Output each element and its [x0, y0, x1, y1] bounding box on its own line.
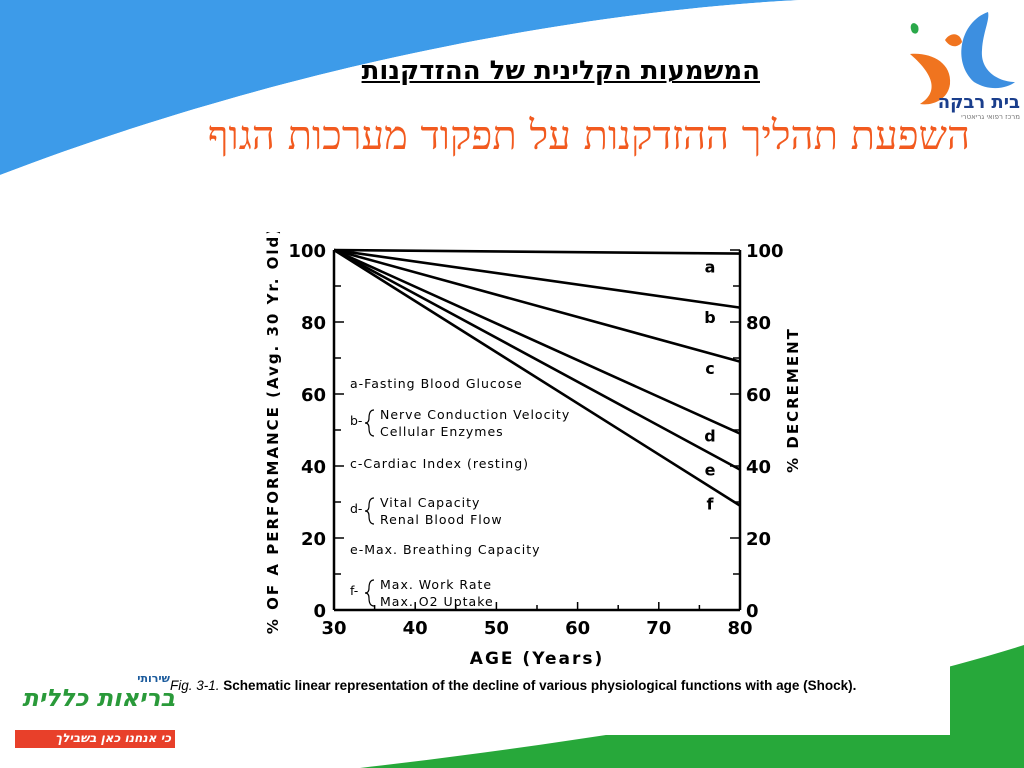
legend-brace-b: [364, 409, 375, 437]
clalit-small-text: שירותי: [137, 672, 170, 685]
beit-rivka-name: בית רבקה: [937, 92, 1020, 113]
axis-labels: 0 20 40 60 80 100 0 20 40 60 80 100 30 40 50 60 70 80 AGE …: [264, 232, 802, 669]
series-line-d: [333, 248, 741, 435]
series-label-d: d: [704, 427, 715, 446]
y-tick-label-right: 40: [746, 457, 771, 478]
series-label-e: e: [705, 460, 716, 479]
series-label-b: b: [704, 308, 715, 327]
series-line-b: [333, 248, 741, 309]
y-tick-label-left: 60: [301, 385, 326, 406]
figure-caption: Fig. 3-1. Schematic linear representatio…: [170, 678, 900, 694]
legend-key-b: b-: [350, 413, 362, 428]
legend-brace-d: [364, 497, 375, 525]
legend-line-f: Max. O2 Uptake: [380, 594, 494, 609]
y-axis-label-right: % DECREMENT: [784, 327, 802, 473]
caption-text: Schematic linear representation of the d…: [223, 678, 857, 693]
y-tick-label-left: 40: [301, 457, 326, 478]
y-tick-label-right: 20: [746, 529, 771, 550]
series-line-f: [333, 248, 741, 507]
legend-line-b: Nerve Conduction Velocity: [380, 407, 570, 422]
y-tick-label-right: 0: [746, 601, 759, 622]
series-lines: a b c def: [333, 248, 741, 513]
x-tick-label: 30: [321, 618, 346, 639]
green-footer-swoosh: [360, 645, 1024, 768]
blue-header-swoosh: [0, 0, 800, 175]
series-label-f: f: [707, 494, 715, 513]
x-tick-label: 60: [565, 618, 590, 639]
x-tick-label: 50: [484, 618, 509, 639]
slide-subtitle: השפעת תהליך ההזדקנות על תפקוד מערכות הגו…: [207, 113, 970, 159]
y-tick-label-left: 100: [288, 241, 326, 262]
legend-line-d: Vital Capacity: [380, 495, 480, 510]
legend-entry-a: a-Fasting Blood Glucose: [350, 376, 523, 391]
aging-decline-chart: a b c def 0 20 40 60 80 100 0 20 40 60 80 100 30 40 50 60 7…: [264, 232, 802, 669]
legend-line-d: Renal Blood Flow: [380, 512, 503, 527]
y-tick-label-right: 100: [746, 241, 784, 262]
legend-line-f: Max. Work Rate: [380, 577, 492, 592]
slide-title: המשמעות הקלינית של ההזדקנות: [361, 56, 760, 86]
y-tick-label-left: 0: [313, 601, 326, 622]
series-line-e: [333, 248, 741, 471]
series-line-c: [333, 248, 741, 363]
legend-key-d: d-: [350, 501, 362, 516]
series-line-a: [333, 248, 741, 255]
legend-line-b: Cellular Enzymes: [380, 424, 504, 439]
x-tick-label: 70: [646, 618, 671, 639]
y-tick-label-right: 60: [746, 385, 771, 406]
legend-entry-e: e-Max. Breathing Capacity: [350, 542, 541, 557]
beit-rivka-logo-icon: [910, 12, 1015, 105]
clalit-slogan-bar: [15, 730, 175, 748]
clalit-slogan: כי אנחנו כאן בשבילך: [55, 731, 171, 745]
x-axis-label: AGE (Years): [470, 649, 604, 669]
legend-entry-c: c-Cardiac Index (resting): [350, 456, 529, 471]
series-label-c: c: [705, 359, 714, 378]
y-tick-label-right: 80: [746, 313, 771, 334]
x-tick-label: 40: [403, 618, 428, 639]
legend-key-f: f-: [350, 583, 358, 598]
x-tick-label: 80: [727, 618, 752, 639]
y-tick-label-left: 20: [301, 529, 326, 550]
legend-brace-f: [364, 579, 375, 607]
series-label-a: a: [705, 257, 716, 276]
clalit-name: בריאות כללית: [22, 684, 175, 712]
y-axis-label-left: % OF A PERFORMANCE (Avg. 30 Yr. Old): [264, 232, 282, 634]
white-footer-panel: [180, 665, 950, 735]
caption-fig-number: Fig. 3-1.: [170, 678, 220, 693]
beit-rivka-tagline: מרכז רפואי גריאטרי: [961, 113, 1020, 121]
y-tick-label-left: 80: [301, 313, 326, 334]
axis-ticks: [333, 249, 741, 611]
legend: a-Fasting Blood Glucose b- Nerve Conductio…: [350, 376, 570, 609]
